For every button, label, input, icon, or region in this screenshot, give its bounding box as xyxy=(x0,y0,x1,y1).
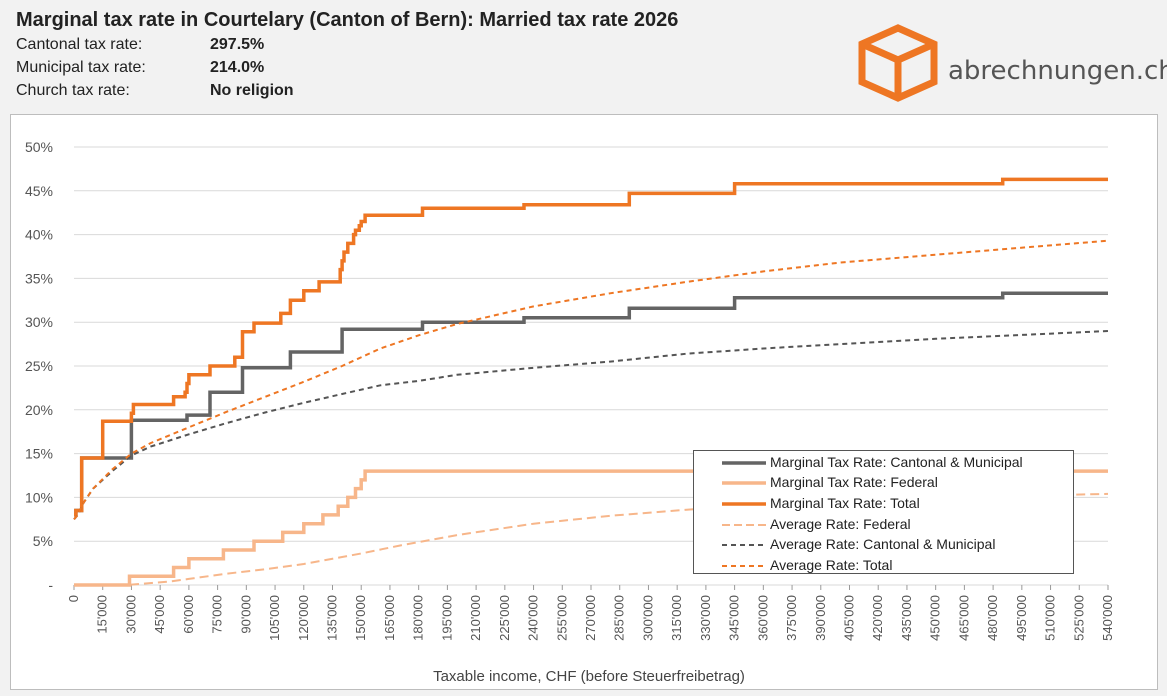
x-tick-label: 315'000 xyxy=(669,595,684,641)
municipal-rate-label: Municipal tax rate: xyxy=(16,59,146,76)
cantonal-rate-label: Cantonal tax rate: xyxy=(16,36,143,53)
box-icon xyxy=(858,24,938,102)
series-line-5 xyxy=(73,239,1109,520)
x-tick-label: 270'000 xyxy=(583,595,598,641)
y-tick-label: - xyxy=(48,577,53,593)
x-tick-label: 180'000 xyxy=(411,595,426,641)
x-tick-label: 525'000 xyxy=(1071,595,1086,641)
legend-label: Marginal Tax Rate: Cantonal & Municipal xyxy=(770,454,1023,470)
cantonal-rate-row: Cantonal tax rate: 297.5% xyxy=(16,36,264,54)
x-tick-label: 360'000 xyxy=(755,595,770,641)
chart-title: Marginal tax rate in Courtelary (Canton … xyxy=(16,9,679,31)
x-axis-title: Taxable income, CHF (before Steuerfreibe… xyxy=(433,668,745,685)
y-tick-label: 45% xyxy=(25,183,53,199)
x-tick-label: 390'000 xyxy=(813,595,828,641)
legend-item-total-average: Average Rate: Total xyxy=(694,556,1073,576)
series-line-0 xyxy=(74,291,1108,517)
y-tick-label: 50% xyxy=(25,139,53,155)
x-tick-label: 330'000 xyxy=(698,595,713,641)
x-tick-label: 165'000 xyxy=(382,595,397,641)
x-tick-label: 135'000 xyxy=(325,595,340,641)
x-tick-label: 225'000 xyxy=(497,595,512,641)
x-tick-label: 120'000 xyxy=(296,595,311,641)
legend: Marginal Tax Rate: Cantonal & Municipal … xyxy=(693,450,1074,574)
x-tick-label: 30'000 xyxy=(123,595,138,634)
x-tick-label: 435'000 xyxy=(899,595,914,641)
legend-item-cantonal-marginal: Marginal Tax Rate: Cantonal & Municipal xyxy=(694,453,1073,473)
y-tick-label: 35% xyxy=(25,270,53,286)
x-tick-label: 195'000 xyxy=(439,595,454,641)
chart-panel: - 5% 10% 15% 20% 25% 30% 35% 40% 45% 50% 0 15'000 30… xyxy=(10,114,1158,690)
x-tick-label: 480'000 xyxy=(985,595,1000,641)
church-rate-label: Church tax rate: xyxy=(16,82,130,99)
logo-text: abrechnungen.ch xyxy=(948,56,1167,86)
x-tick-label: 240'000 xyxy=(526,595,541,641)
logo[interactable]: abrechnungen.ch xyxy=(856,20,1167,104)
municipal-rate-row: Municipal tax rate: 214.0% xyxy=(16,59,264,77)
x-tick-label: 285'000 xyxy=(612,595,627,641)
x-tick-label: 375'000 xyxy=(784,595,799,641)
legend-label: Average Rate: Cantonal & Municipal xyxy=(770,536,996,552)
series-line-2 xyxy=(74,177,1108,517)
church-rate-row: Church tax rate: No religion xyxy=(16,82,294,100)
x-tick-label: 345'000 xyxy=(727,595,742,641)
church-rate-value: No religion xyxy=(210,82,294,99)
x-tick-label: 60'000 xyxy=(181,595,196,634)
y-tick-label: 10% xyxy=(25,489,53,505)
legend-label: Average Rate: Total xyxy=(770,557,893,573)
chart-svg: - 5% 10% 15% 20% 25% 30% 35% 40% 45% 50% 0 15'000 30… xyxy=(25,139,1115,685)
x-tick-label: 450'000 xyxy=(928,595,943,641)
x-tick-label: 465'000 xyxy=(956,595,971,641)
y-tick-label: 15% xyxy=(25,446,53,462)
y-tick-label: 5% xyxy=(33,533,53,549)
legend-label: Average Rate: Federal xyxy=(770,516,911,532)
legend-label: Marginal Tax Rate: Total xyxy=(770,495,920,511)
legend-item-federal-average: Average Rate: Federal xyxy=(694,515,1073,535)
y-tick-label: 20% xyxy=(25,402,53,418)
legend-label: Marginal Tax Rate: Federal xyxy=(770,474,938,490)
x-tick-label: 300'000 xyxy=(640,595,655,641)
legend-item-total-marginal: Marginal Tax Rate: Total xyxy=(694,494,1073,514)
y-tick-label: 30% xyxy=(25,314,53,330)
legend-item-federal-marginal: Marginal Tax Rate: Federal xyxy=(694,473,1073,493)
x-tick-label: 495'000 xyxy=(1014,595,1029,641)
cantonal-rate-value: 297.5% xyxy=(210,36,265,53)
series-line-1 xyxy=(74,469,1108,587)
x-tick-label: 0 xyxy=(66,595,81,602)
x-tick-label: 210'000 xyxy=(468,595,483,641)
x-tick-label: 90'000 xyxy=(238,595,253,634)
series-line-4 xyxy=(73,330,1109,520)
x-tick-label: 75'000 xyxy=(210,595,225,634)
x-tick-label: 540'000 xyxy=(1100,595,1115,641)
municipal-rate-value: 214.0% xyxy=(210,59,265,76)
legend-item-cantonal-average: Average Rate: Cantonal & Municipal xyxy=(694,535,1073,555)
x-tick-label: 420'000 xyxy=(870,595,885,641)
x-tick-label: 255'000 xyxy=(554,595,569,641)
x-tick-label: 510'000 xyxy=(1043,595,1058,641)
x-tick-label: 150'000 xyxy=(353,595,368,641)
x-tick-label: 15'000 xyxy=(95,595,110,634)
y-tick-label: 25% xyxy=(25,358,53,374)
x-tick-label: 405'000 xyxy=(842,595,857,641)
x-tick-label: 105'000 xyxy=(267,595,282,641)
x-tick-label: 45'000 xyxy=(152,595,167,634)
y-tick-label: 40% xyxy=(25,227,53,243)
